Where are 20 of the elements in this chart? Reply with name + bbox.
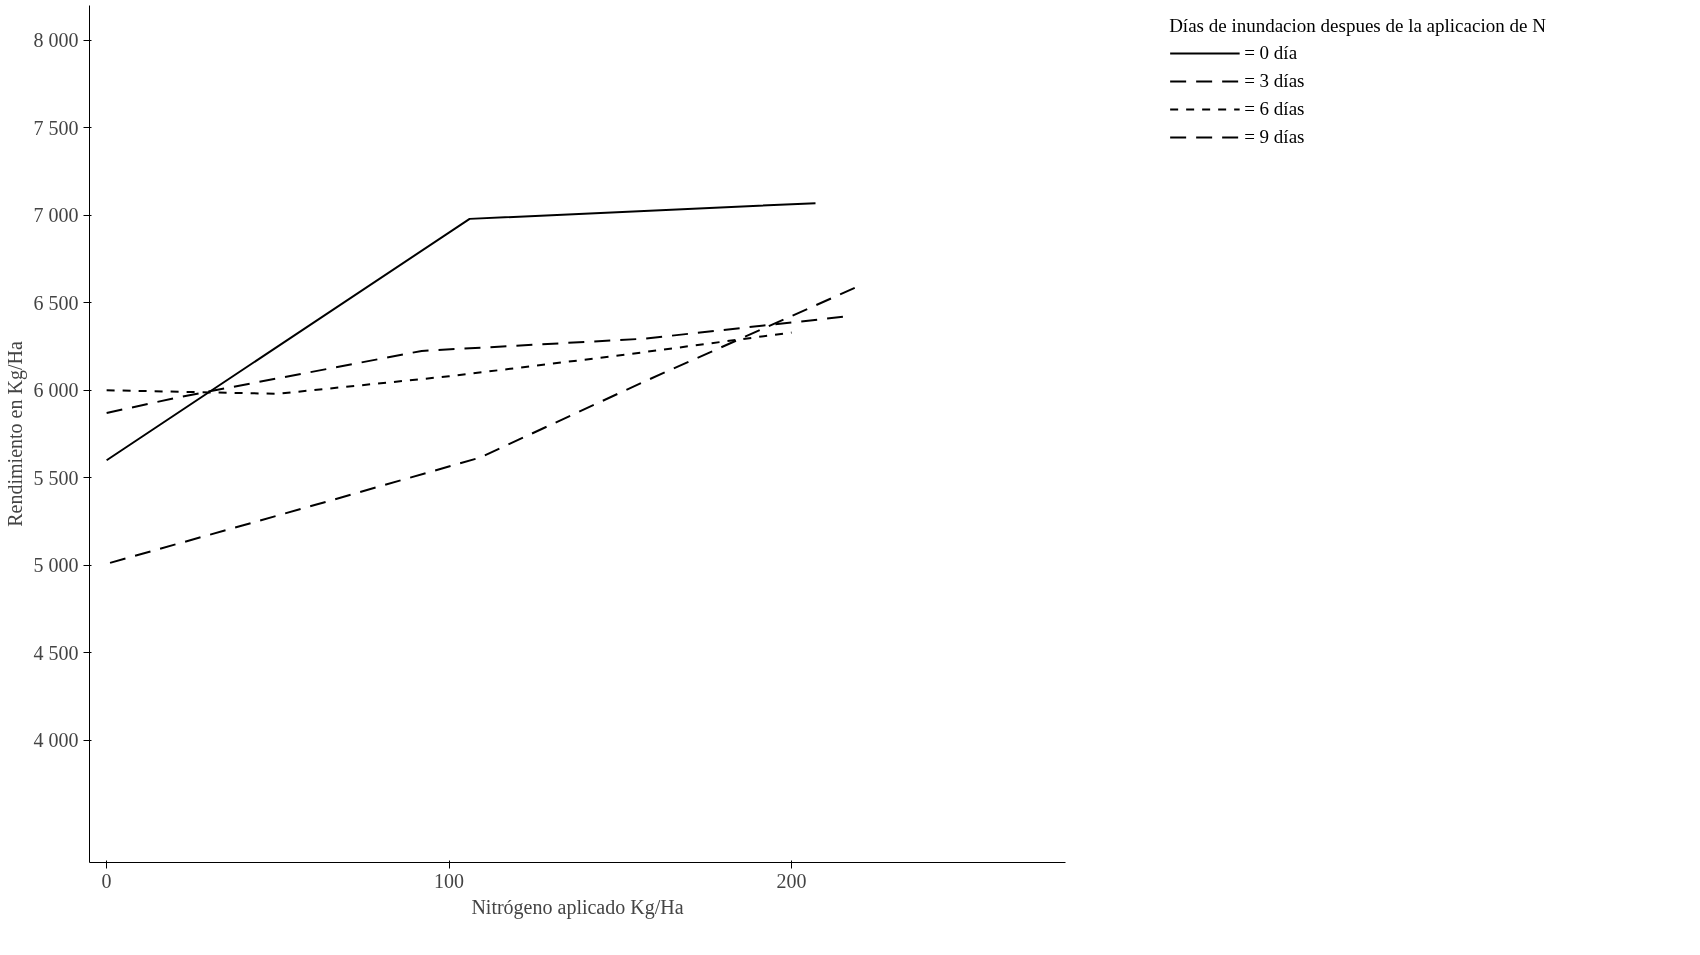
x-tick-label: 100 — [434, 869, 465, 892]
x-tick-label: 200 — [776, 869, 807, 892]
x-axis-title: Nitrógeno aplicado Kg/Ha — [471, 895, 684, 919]
y-tick-label: 6 000 — [33, 379, 79, 402]
y-tick-label: 6 500 — [33, 291, 79, 314]
y-tick-label: 4 500 — [33, 641, 79, 664]
y-tick-label: 7 500 — [33, 116, 79, 139]
legend-label: = 0 día — [1244, 42, 1298, 64]
y-axis-title: Rendimiento en Kg/Ha — [3, 341, 27, 527]
y-tick-label: 5 500 — [33, 466, 79, 489]
y-tick-label: 7 000 — [33, 204, 79, 227]
legend-title: Días de inundacion despues de la aplicacion de N — [1169, 15, 1546, 37]
line-series — [109, 286, 858, 564]
y-tick-label: 5 000 — [33, 554, 79, 577]
legend-label: = 9 días — [1244, 126, 1305, 148]
y-tick-label: 4 000 — [33, 729, 79, 752]
y-tick-label: 8 000 — [33, 29, 79, 52]
legend-label: = 3 días — [1244, 70, 1305, 92]
legend-label: = 6 días — [1244, 98, 1305, 120]
x-tick-label: 0 — [101, 869, 112, 892]
